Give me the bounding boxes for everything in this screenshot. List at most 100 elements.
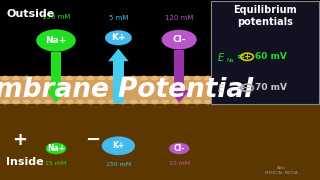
Text: Membrane Potential: Membrane Potential (0, 77, 253, 103)
Text: 10 mM: 10 mM (169, 161, 190, 166)
Circle shape (54, 76, 63, 81)
Circle shape (44, 99, 52, 104)
Circle shape (268, 76, 276, 81)
Text: Na: Na (227, 58, 234, 63)
Text: 150 mM: 150 mM (42, 14, 70, 20)
Text: 120 mM: 120 mM (165, 15, 193, 21)
Circle shape (246, 76, 255, 81)
Circle shape (118, 99, 127, 104)
Circle shape (108, 99, 116, 104)
Circle shape (22, 76, 31, 81)
Circle shape (76, 76, 84, 81)
Circle shape (1, 76, 10, 81)
Circle shape (289, 76, 298, 81)
Circle shape (22, 99, 31, 104)
Circle shape (182, 76, 191, 81)
Circle shape (204, 76, 212, 81)
Circle shape (54, 99, 63, 104)
Circle shape (172, 99, 180, 104)
Circle shape (204, 99, 212, 104)
Text: Inside: Inside (6, 157, 44, 167)
Text: =: = (237, 83, 245, 93)
Circle shape (33, 99, 42, 104)
Text: 5 mM: 5 mM (109, 15, 128, 21)
Circle shape (33, 76, 42, 81)
Circle shape (86, 99, 95, 104)
Circle shape (225, 76, 234, 81)
Text: Alila
MEDICAL MEDIA: Alila MEDICAL MEDIA (265, 166, 298, 175)
Circle shape (102, 136, 135, 155)
Circle shape (310, 76, 319, 81)
Circle shape (310, 99, 319, 104)
Circle shape (12, 76, 20, 81)
Circle shape (129, 99, 138, 104)
Bar (211, 1, 319, 104)
Circle shape (214, 99, 223, 104)
Text: −: − (85, 131, 100, 149)
Text: Cl-: Cl- (173, 144, 185, 153)
Bar (51, 52, 61, 90)
Circle shape (193, 99, 202, 104)
Circle shape (300, 76, 308, 81)
Polygon shape (169, 90, 189, 103)
Text: +: + (244, 52, 251, 61)
Circle shape (108, 76, 116, 81)
Text: 150 mM: 150 mM (106, 162, 131, 167)
Circle shape (193, 76, 202, 81)
Circle shape (46, 143, 66, 154)
Circle shape (236, 99, 244, 104)
Circle shape (172, 76, 180, 81)
Text: −: − (243, 83, 251, 93)
Circle shape (182, 99, 191, 104)
Circle shape (36, 29, 76, 52)
Circle shape (65, 76, 74, 81)
Polygon shape (108, 49, 129, 61)
Circle shape (236, 76, 244, 81)
Text: Cl: Cl (227, 89, 232, 94)
Circle shape (150, 76, 159, 81)
Circle shape (268, 99, 276, 104)
Circle shape (161, 76, 170, 81)
Circle shape (44, 76, 52, 81)
Text: 15 mM: 15 mM (45, 161, 67, 166)
Circle shape (246, 99, 255, 104)
Bar (174, 50, 184, 90)
Circle shape (289, 99, 298, 104)
Bar (0, 104, 320, 180)
Text: 70 mV: 70 mV (255, 83, 287, 92)
Circle shape (140, 76, 148, 81)
Circle shape (12, 99, 20, 104)
Text: =: = (237, 52, 245, 62)
Circle shape (140, 99, 148, 104)
Text: $E$: $E$ (217, 82, 225, 94)
Text: Cl-: Cl- (172, 35, 186, 44)
Text: K+: K+ (111, 33, 126, 42)
Circle shape (1, 99, 10, 104)
Circle shape (97, 76, 106, 81)
Text: Na+: Na+ (45, 36, 67, 45)
Circle shape (169, 143, 189, 154)
Circle shape (129, 76, 138, 81)
Circle shape (65, 99, 74, 104)
Polygon shape (46, 90, 66, 103)
Text: 60 mV: 60 mV (255, 52, 287, 61)
Circle shape (257, 99, 266, 104)
Text: Na+: Na+ (47, 144, 65, 153)
Bar (113, 61, 124, 103)
Circle shape (225, 99, 234, 104)
Text: +: + (12, 131, 27, 149)
Text: Equilibrium
potentials: Equilibrium potentials (234, 4, 297, 27)
Bar (0, 76, 320, 104)
Circle shape (161, 99, 170, 104)
Circle shape (118, 76, 127, 81)
Text: $E$: $E$ (217, 51, 225, 63)
Circle shape (150, 99, 159, 104)
Circle shape (86, 76, 95, 81)
Text: K+: K+ (112, 141, 124, 150)
Circle shape (162, 30, 197, 50)
Circle shape (278, 99, 287, 104)
Circle shape (214, 76, 223, 81)
Circle shape (76, 99, 84, 104)
Circle shape (278, 76, 287, 81)
Text: Outside: Outside (6, 9, 55, 19)
